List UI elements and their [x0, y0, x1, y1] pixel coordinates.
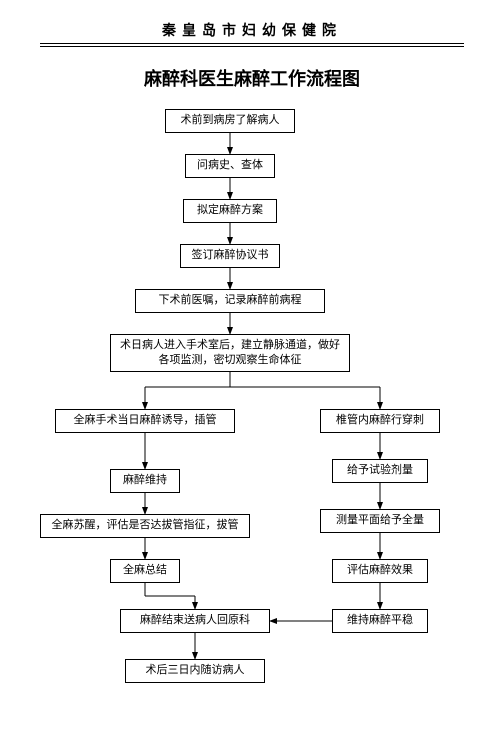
flow-node: 评估麻醉效果 [332, 559, 428, 583]
flow-node: 术日病人进入手术室后，建立静脉通道，做好各项监测，密切观察生命体征 [110, 334, 350, 372]
flow-node: 全麻总结 [110, 559, 180, 583]
flow-node: 术前到病房了解病人 [165, 109, 295, 133]
flowchart-container: 术前到病房了解病人问病史、查体拟定麻醉方案签订麻醉协议书下术前医嘱，记录麻醉前病… [40, 109, 464, 729]
header-divider [40, 43, 464, 47]
flow-node: 测量平面给予全量 [320, 509, 440, 533]
flow-node: 拟定麻醉方案 [183, 199, 277, 223]
page-title: 麻醉科医生麻醉工作流程图 [40, 65, 464, 91]
flow-node: 给予试验剂量 [332, 459, 428, 483]
flow-node: 问病史、查体 [185, 154, 275, 178]
flow-node: 维持麻醉平稳 [332, 609, 428, 633]
flow-node: 麻醉维持 [110, 469, 180, 493]
flow-node: 麻醉结束送病人回原科 [120, 609, 270, 633]
flow-node: 全麻苏醒，评估是否达拔管指征，拔管 [40, 514, 250, 538]
flow-node: 术后三日内随访病人 [125, 659, 265, 683]
page-header: 秦皇岛市妇幼保健院 [40, 20, 464, 40]
flow-node: 签订麻醉协议书 [180, 244, 280, 268]
flow-node: 全麻手术当日麻醉诱导，插管 [55, 409, 235, 433]
flow-node: 下术前医嘱，记录麻醉前病程 [135, 289, 325, 313]
flow-node: 椎管内麻醉行穿刺 [320, 409, 440, 433]
